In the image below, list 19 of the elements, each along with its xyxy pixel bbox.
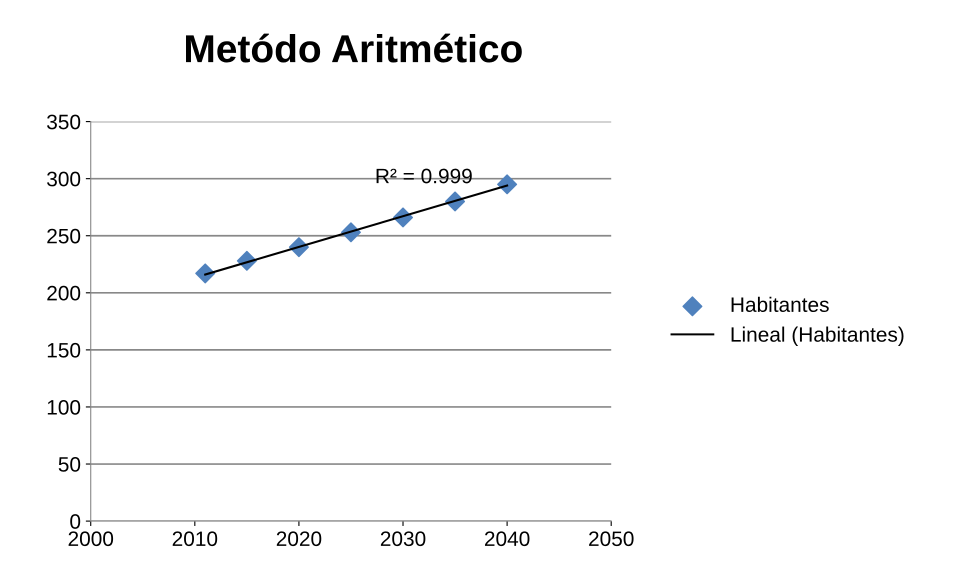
x-tick-label: 2000 <box>68 531 114 546</box>
annotation: R² = 0.999 <box>376 168 472 184</box>
y-tick-label: 350 <box>47 114 80 130</box>
y-tick-label: 300 <box>47 172 80 186</box>
y-tick-label: 100 <box>48 400 80 415</box>
x-tick-label: 2040 <box>484 531 530 546</box>
x-tick-label: 2050 <box>589 531 634 546</box>
y-tick-label: 200 <box>47 286 80 301</box>
x-tick-label: 2010 <box>172 531 218 546</box>
chart-title: Metódo Aritmético <box>186 34 522 63</box>
x-tick-label: 2020 <box>276 531 322 546</box>
y-tick-label: 0 <box>70 514 80 529</box>
legend-label: Lineal (Habitantes) <box>732 326 904 346</box>
y-tick-label: 50 <box>58 457 80 472</box>
x-tick-label: 2030 <box>380 531 426 546</box>
y-tick-label: 150 <box>48 342 80 358</box>
point <box>497 174 518 194</box>
y-tick-label: 250 <box>47 228 80 244</box>
legend-label: Habitantes <box>732 296 829 312</box>
